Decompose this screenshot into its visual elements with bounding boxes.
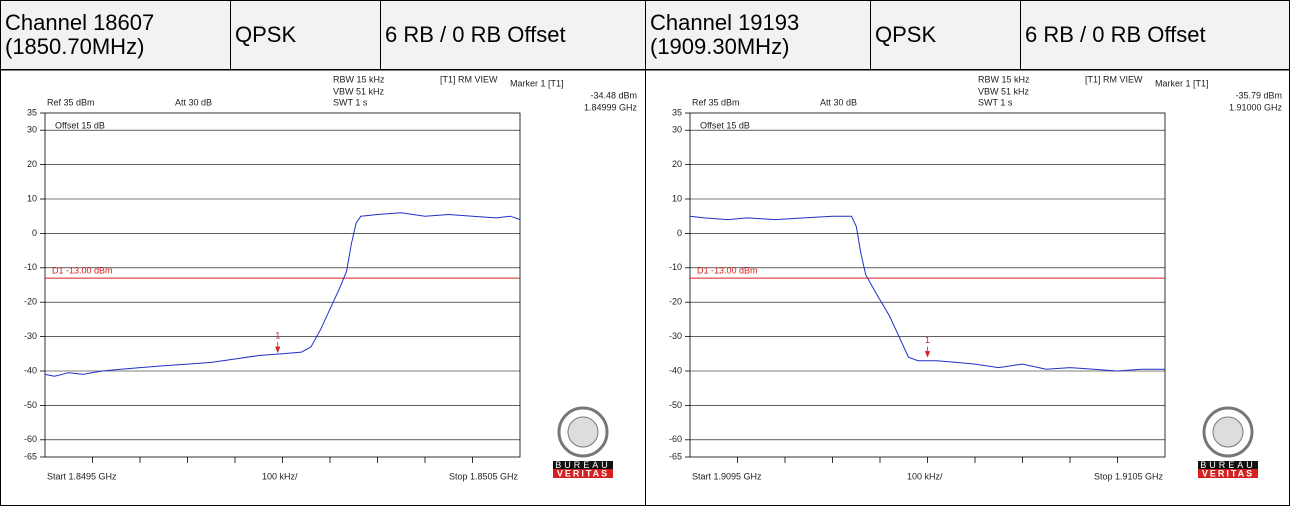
y-tick-label: -10	[669, 262, 682, 272]
rb-cell: 6 RB / 0 RB Offset	[1020, 0, 1290, 70]
y-tick-label: -60	[24, 434, 37, 444]
channel-cell: Channel 18607 (1850.70MHz)	[0, 0, 230, 70]
stop-frequency: Stop 1.9105 GHz	[1094, 471, 1164, 481]
trace-mode: [T1] RM VIEW	[440, 74, 498, 84]
modulation-cell: QPSK	[870, 0, 1020, 70]
channel-cell: Channel 19193 (1909.30MHz)	[645, 0, 870, 70]
y-tick-label: 10	[672, 193, 682, 203]
y-tick-label: 35	[672, 107, 682, 117]
rbw: RBW 15 kHz	[978, 74, 1030, 84]
display-line-label: D1 -13.00 dBm	[697, 265, 758, 275]
attenuation: Att 30 dB	[820, 97, 857, 107]
logo-bar-bottom	[553, 469, 613, 478]
vbw: VBW 51 kHz	[333, 86, 385, 96]
y-tick-label: 30	[27, 125, 37, 135]
y-tick-label: 20	[27, 159, 37, 169]
y-tick-label: -10	[24, 262, 37, 272]
marker-level: -34.48 dBm	[590, 90, 637, 100]
y-tick-label: 0	[32, 228, 37, 238]
marker-label: 1	[275, 330, 280, 340]
marker-frequency: 1.84999 GHz	[584, 102, 638, 112]
y-tick-label: 20	[672, 159, 682, 169]
vbw: VBW 51 kHz	[978, 86, 1030, 96]
trace	[689, 215, 1165, 372]
marker	[275, 342, 281, 354]
logo-text-top: BUREAU	[1200, 460, 1256, 470]
marker-title: Marker 1 [T1]	[510, 78, 564, 88]
header-row: Channel 18607 (1850.70MHz) QPSK 6 RB / 0…	[0, 0, 1290, 70]
y-tick-label: -50	[669, 400, 682, 410]
y-tick-label: 10	[27, 193, 37, 203]
marker-label: 1	[925, 335, 930, 345]
y-tick-label: -65	[24, 451, 37, 461]
stop-frequency: Stop 1.8505 GHz	[449, 471, 519, 481]
marker-title: Marker 1 [T1]	[1155, 78, 1209, 88]
rbw: RBW 15 kHz	[333, 74, 385, 84]
y-tick-label: -30	[24, 331, 37, 341]
display-line-label: D1 -13.00 dBm	[52, 265, 113, 275]
attenuation: Att 30 dB	[175, 97, 212, 107]
span-per-division: 100 kHz/	[262, 471, 298, 481]
y-tick-label: -50	[24, 400, 37, 410]
rb-cell: 6 RB / 0 RB Offset	[380, 0, 645, 70]
logo-text-bottom: VERITAS	[557, 468, 609, 478]
logo-bar-top	[1198, 461, 1258, 469]
y-tick-label: -30	[669, 331, 682, 341]
y-tick-label: -20	[669, 297, 682, 307]
start-frequency: Start 1.9095 GHz	[692, 471, 762, 481]
y-tick-label: 30	[672, 125, 682, 135]
logo-seal-inner	[1212, 416, 1244, 448]
logo-text-bottom: VERITAS	[1202, 468, 1254, 478]
modulation-cell: QPSK	[230, 0, 380, 70]
y-tick-label: 0	[677, 228, 682, 238]
marker	[924, 346, 931, 358]
trace-mode: [T1] RM VIEW	[1085, 74, 1143, 84]
y-tick-label: -65	[669, 451, 682, 461]
offset: Offset 15 dB	[55, 120, 105, 130]
y-tick-label: -40	[24, 365, 37, 375]
sweep-time: SWT 1 s	[978, 97, 1013, 107]
logo-bar-top	[553, 461, 613, 469]
marker-frequency: 1.91000 GHz	[1229, 102, 1283, 112]
y-tick-label: -40	[669, 365, 682, 375]
offset: Offset 15 dB	[700, 120, 750, 130]
span-per-division: 100 kHz/	[907, 471, 943, 481]
y-tick-label: -60	[669, 434, 682, 444]
y-tick-label: -20	[24, 297, 37, 307]
logo-seal-inner	[567, 416, 599, 448]
trace	[44, 212, 521, 377]
sweep-time: SWT 1 s	[333, 97, 368, 107]
logo-bar-bottom	[1198, 469, 1258, 478]
logo-text-top: BUREAU	[555, 460, 611, 470]
start-frequency: Start 1.8495 GHz	[47, 471, 117, 481]
ref-level: Ref 35 dBm	[692, 97, 740, 107]
y-tick-label: 35	[27, 107, 37, 117]
marker-level: -35.79 dBm	[1235, 90, 1282, 100]
ref-level: Ref 35 dBm	[47, 97, 95, 107]
